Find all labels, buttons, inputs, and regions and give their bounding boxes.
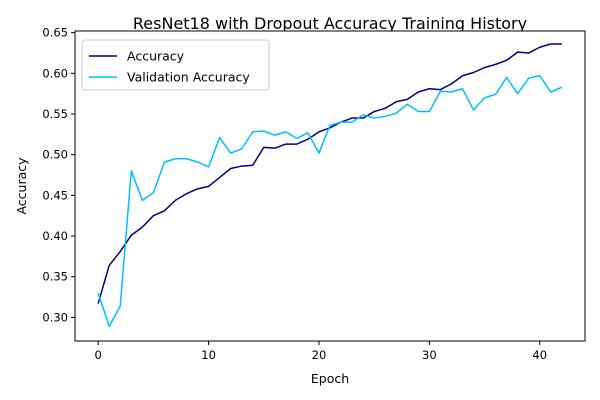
legend-box — [81, 39, 270, 91]
series-line-accuracy — [97, 43, 562, 304]
legend-label-validation-accuracy: Validation Accuracy — [127, 70, 250, 85]
x-tick-label: 40 — [532, 348, 547, 362]
y-axis: 0.30 0.35 0.40 0.45 0.50 0.55 0.60 0.65 — [42, 26, 75, 324]
x-tick-label: 20 — [312, 348, 327, 362]
y-tick-label: 0.45 — [42, 188, 68, 202]
y-axis-label: Accuracy — [14, 157, 29, 215]
y-tick-label: 0.40 — [42, 229, 68, 243]
x-tick-label: 0 — [95, 348, 102, 362]
legend: Accuracy Validation Accuracy — [81, 39, 270, 91]
chart-title: ResNet18 with Dropout Accuracy Training … — [133, 14, 527, 33]
x-axis: 0 10 20 30 40 — [95, 341, 547, 362]
x-axis-label: Epoch — [311, 371, 349, 386]
y-tick-label: 0.65 — [42, 26, 68, 40]
x-tick-label: 10 — [201, 348, 216, 362]
y-tick-label: 0.50 — [42, 148, 68, 162]
y-tick-label: 0.30 — [42, 310, 68, 324]
y-tick-label: 0.35 — [42, 270, 68, 284]
y-tick-label: 0.60 — [42, 66, 68, 80]
series-lines — [97, 43, 563, 328]
series-line-validation-accuracy — [97, 75, 563, 328]
x-tick-label: 30 — [422, 348, 437, 362]
y-tick-label: 0.55 — [42, 107, 68, 121]
legend-label-accuracy: Accuracy — [127, 49, 185, 64]
plot-frame — [74, 30, 586, 342]
